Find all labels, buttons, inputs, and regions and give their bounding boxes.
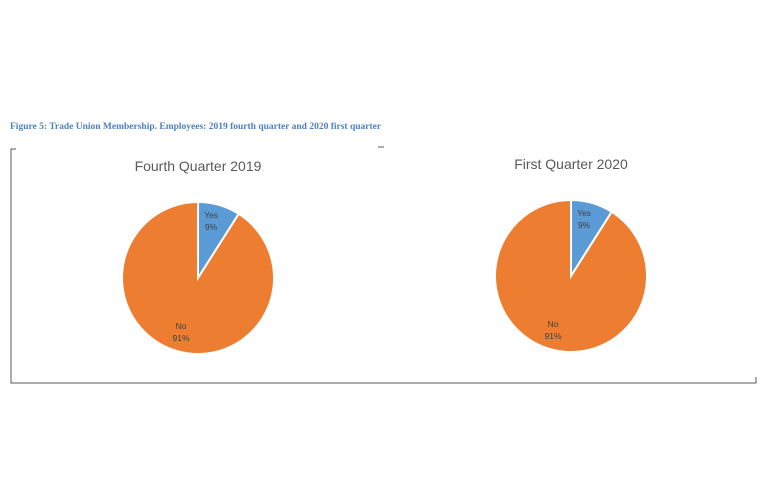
pie-chart-q4-2019: Fourth Quarter 2019 Yes 9% No 91%	[121, 158, 275, 355]
pie-slice-no	[121, 200, 275, 355]
slice-label-yes: Yes 9%	[204, 210, 218, 232]
pie-slice-no	[494, 198, 648, 353]
left-chart-frame	[10, 148, 378, 384]
slice-label-no: No 91%	[172, 321, 189, 343]
chart-title: Fourth Quarter 2019	[135, 158, 262, 174]
figure-caption: Figure 5: Trade Union Membership. Employ…	[10, 122, 382, 132]
pie-chart-q1-2020: First Quarter 2020 Yes 9% No 91%	[494, 156, 648, 353]
chart-title: First Quarter 2020	[514, 156, 628, 172]
right-chart-frame	[378, 377, 757, 384]
frame-lines	[10, 146, 757, 384]
slice-label-yes: Yes 9%	[577, 208, 591, 230]
slice-label-no: No 91%	[544, 319, 561, 341]
